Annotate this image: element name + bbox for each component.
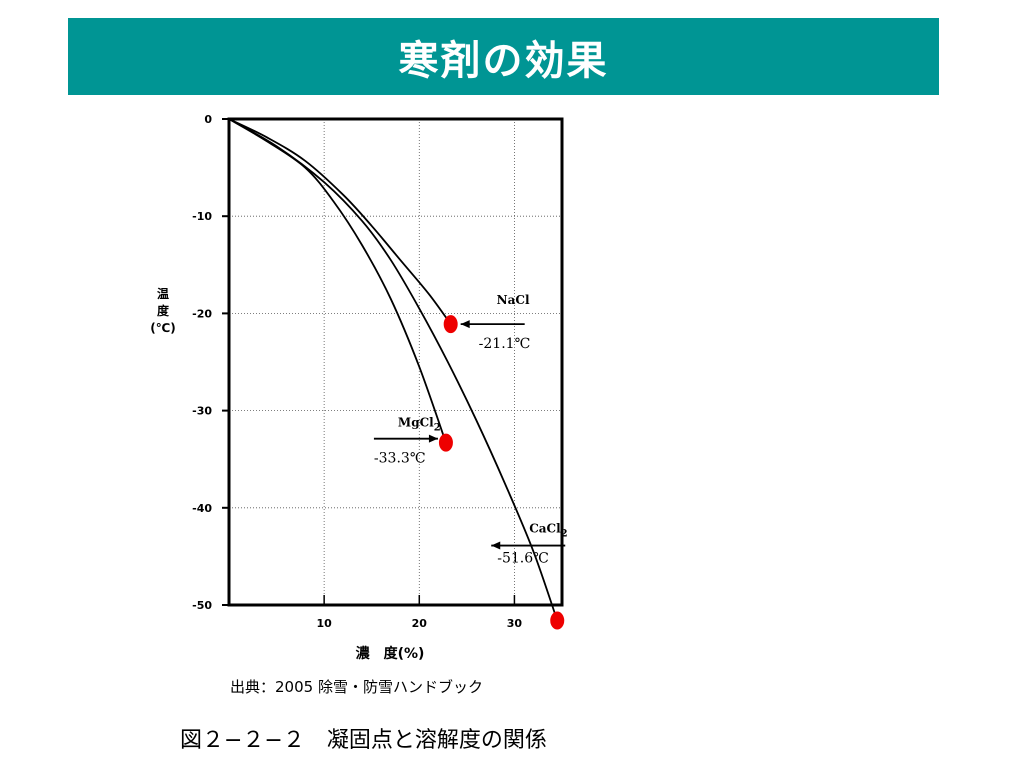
series-label-subscript: 2 [434, 423, 441, 434]
series-label-mgcl: MgCl2 [398, 416, 441, 434]
x-axis-label: 濃 度(%) [356, 645, 425, 662]
source-note: 出典：2005 除雪・防雪ハンドブック [230, 678, 483, 696]
x-tick-label: 20 [412, 617, 428, 630]
y-tick-label: 0 [204, 113, 212, 126]
y-tick-label: -10 [192, 210, 212, 223]
y-tick-label: -30 [192, 405, 212, 418]
eutectic-marker-cacl [550, 611, 565, 630]
y-tick-label: -20 [192, 307, 212, 320]
series-label-nacl: NaCl [497, 293, 530, 307]
arrowhead-mgcl [428, 434, 438, 443]
arrowhead-cacl [491, 541, 501, 550]
eutectic-value-cacl: -51.6℃ [497, 551, 549, 567]
y-tick-label: -40 [192, 502, 212, 515]
series-label-subscript: 2 [561, 529, 568, 540]
series-label-cacl: CaCl2 [529, 522, 567, 540]
eutectic-value-mgcl: -33.3℃ [374, 451, 426, 467]
figure-caption: 図２−２−２ 凝固点と溶解度の関係 [180, 728, 547, 753]
y-axis-label: 温 [157, 287, 169, 301]
x-tick-label: 30 [507, 617, 523, 630]
x-tick-label: 10 [316, 617, 332, 630]
series-line-nacl [228, 118, 452, 325]
eutectic-marker-nacl [443, 315, 458, 334]
arrowhead-nacl [460, 320, 470, 329]
page-title: 寒剤の効果 [398, 37, 609, 84]
eutectic-marker-mgcl [438, 433, 453, 452]
y-axis-label: (℃) [150, 321, 176, 335]
plot-frame [227, 117, 564, 607]
y-tick-label: -50 [192, 599, 212, 612]
series-line-cacl [228, 118, 559, 621]
series-line-mgcl [228, 118, 447, 443]
y-axis-label: 度 [157, 303, 170, 318]
title-banner: 寒剤の効果 [68, 18, 939, 95]
eutectic-value-nacl: -21.1℃ [479, 336, 531, 352]
